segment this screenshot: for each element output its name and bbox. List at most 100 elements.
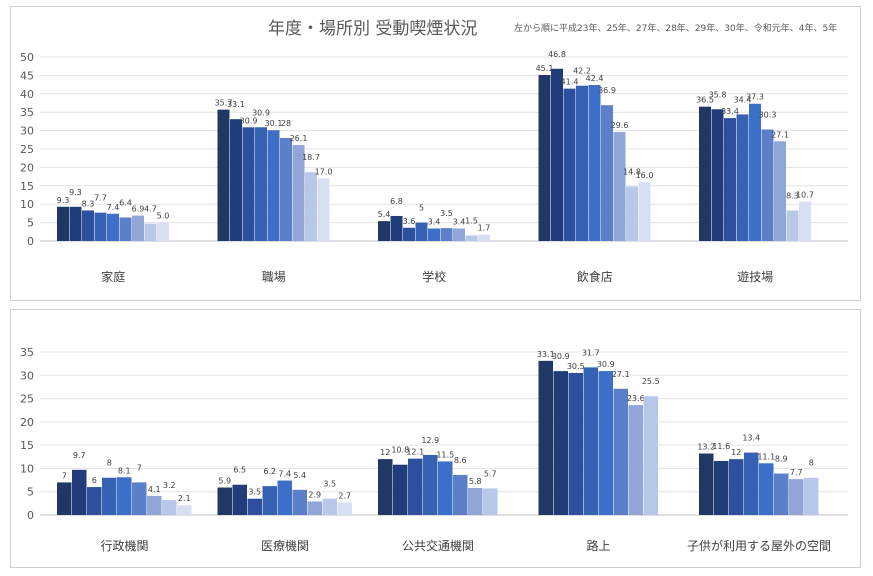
data-label: 9.3 xyxy=(69,188,82,197)
data-label: 6.5 xyxy=(233,466,246,475)
data-label: 4.1 xyxy=(148,485,161,494)
bar xyxy=(57,206,69,241)
bar xyxy=(403,227,415,241)
bar xyxy=(786,210,799,241)
data-label: 8 xyxy=(107,459,112,468)
y-tick-label: 50 xyxy=(20,51,34,64)
category-label: 医療機関 xyxy=(261,538,309,553)
data-label: 5.7 xyxy=(484,469,497,478)
data-label: 8 xyxy=(809,459,814,468)
y-tick-label: 35 xyxy=(20,106,34,119)
bar xyxy=(804,477,819,515)
data-label: 3.2 xyxy=(163,481,176,490)
data-label: 33.1 xyxy=(227,100,245,109)
bar xyxy=(440,228,453,241)
y-tick-label: 0 xyxy=(27,235,34,248)
data-label: 30.3 xyxy=(759,110,777,119)
data-label: 3.4 xyxy=(428,217,441,226)
data-label: 11.1 xyxy=(757,452,775,461)
bar xyxy=(468,487,483,515)
data-label: 36.9 xyxy=(598,86,616,95)
bar xyxy=(613,132,626,241)
data-label: 3.4 xyxy=(453,217,466,226)
data-label: 27.1 xyxy=(771,130,789,139)
y-tick-label: 25 xyxy=(20,143,34,156)
data-label: 9.7 xyxy=(73,451,86,460)
data-label: 30.9 xyxy=(552,352,570,361)
bar xyxy=(423,454,438,515)
bar xyxy=(82,210,94,241)
data-label: 7.7 xyxy=(94,194,107,203)
bar xyxy=(378,459,393,515)
bar xyxy=(453,228,465,241)
data-label: 26.1 xyxy=(290,134,308,143)
data-label: 30.9 xyxy=(597,360,615,369)
data-label: 4.7 xyxy=(144,205,157,214)
chart-subtitle: 左から順に平成23年、25年、27年、28年、29年、30年、令和元年、4年、5… xyxy=(514,24,838,34)
bar xyxy=(538,360,553,515)
data-label: 36.5 xyxy=(696,96,714,105)
bar xyxy=(317,178,330,241)
bar xyxy=(322,498,337,515)
y-tick-label: 45 xyxy=(20,69,34,82)
data-label: 12.9 xyxy=(421,436,439,445)
bar xyxy=(305,172,317,241)
data-label: 7 xyxy=(137,463,142,472)
bar xyxy=(247,498,262,515)
bar xyxy=(736,114,749,241)
data-label: 7.4 xyxy=(278,470,291,479)
category-label: 職場 xyxy=(262,270,286,284)
y-tick-label: 35 xyxy=(20,346,34,359)
data-label: 30.9 xyxy=(240,116,258,125)
bar xyxy=(483,488,498,515)
data-label: 27.1 xyxy=(612,370,630,379)
bar xyxy=(744,452,759,515)
data-label: 8.3 xyxy=(82,199,95,208)
category-label: 公共交通機関 xyxy=(402,538,474,553)
bar xyxy=(453,474,468,515)
bar xyxy=(478,234,490,241)
bar xyxy=(699,453,714,515)
data-label: 8.6 xyxy=(454,456,467,465)
bar xyxy=(729,459,744,515)
y-tick-label: 40 xyxy=(20,88,34,101)
bar xyxy=(563,88,576,241)
y-tick-label: 0 xyxy=(27,509,34,522)
data-label: 11.5 xyxy=(436,450,454,459)
data-label: 12 xyxy=(731,448,741,457)
bar xyxy=(102,477,117,515)
bar xyxy=(408,458,423,515)
data-label: 12 xyxy=(380,448,390,457)
y-tick-label: 5 xyxy=(27,217,34,230)
data-label: 31.7 xyxy=(582,348,600,357)
bar xyxy=(759,463,774,515)
y-tick-label: 15 xyxy=(20,180,34,193)
bar xyxy=(638,182,651,241)
data-label: 13.2 xyxy=(697,443,715,452)
data-label: 3.5 xyxy=(323,480,336,489)
bar xyxy=(749,103,761,242)
bar xyxy=(553,371,568,515)
bar xyxy=(132,215,144,241)
y-tick-label: 5 xyxy=(27,486,34,499)
data-label: 6.9 xyxy=(132,205,145,214)
bar xyxy=(628,405,643,515)
data-label: 9.3 xyxy=(57,196,70,205)
data-label: 3.5 xyxy=(440,209,453,218)
data-label: 12.1 xyxy=(406,448,424,457)
bar xyxy=(94,212,107,241)
data-label: 42.2 xyxy=(573,67,591,76)
bar xyxy=(415,222,428,241)
category-label: 家庭 xyxy=(101,269,125,284)
bar xyxy=(583,367,598,515)
data-label: 1.5 xyxy=(465,216,478,225)
data-label: 35.7 xyxy=(215,99,233,108)
data-label: 45.1 xyxy=(536,64,554,73)
bar xyxy=(177,505,192,515)
data-label: 8.9 xyxy=(775,455,788,464)
bar xyxy=(465,235,478,241)
data-label: 3.5 xyxy=(248,488,261,497)
bar xyxy=(799,201,811,241)
bar xyxy=(69,206,82,241)
